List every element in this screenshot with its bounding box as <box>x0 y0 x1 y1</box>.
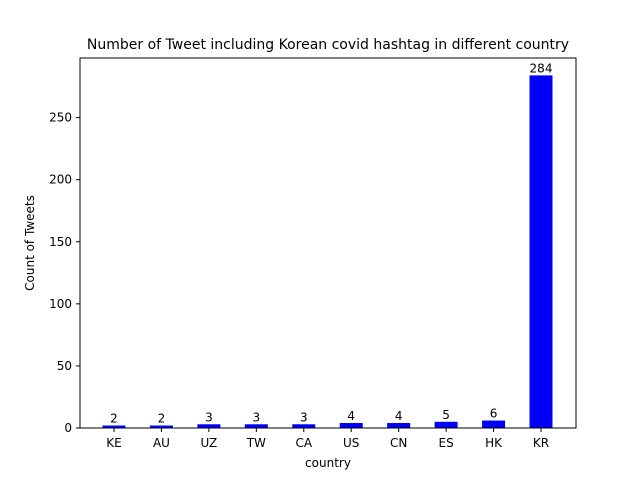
bar-ca <box>292 424 316 428</box>
data-labels-group: 2 2 3 3 3 4 4 5 6 284 <box>110 61 552 425</box>
y-tick-label-50: 50 <box>57 359 72 373</box>
data-label-au: 2 <box>158 412 166 426</box>
data-label-hk: 6 <box>490 407 498 421</box>
data-label-uz: 3 <box>205 410 213 424</box>
x-tick-label-au: AU <box>153 436 170 450</box>
bar-ke <box>102 425 126 428</box>
data-label-tw: 3 <box>253 410 261 424</box>
y-tick-label-0: 0 <box>64 421 72 435</box>
x-tick-label-cn: CN <box>390 436 407 450</box>
bar-cn <box>387 423 411 428</box>
x-tick-label-kr: KR <box>533 436 549 450</box>
bar-au <box>149 425 173 428</box>
chart-title: Number of Tweet including Korean covid h… <box>87 37 569 53</box>
data-label-kr: 284 <box>530 61 553 75</box>
x-tick-label-ke: KE <box>106 436 121 450</box>
bars-group <box>102 75 553 428</box>
y-tick-label-200: 200 <box>49 173 72 187</box>
x-tick-label-us: US <box>343 436 359 450</box>
x-tick-label-ca: CA <box>295 436 312 450</box>
bar-kr <box>529 75 553 428</box>
bar-tw <box>244 424 268 428</box>
x-tick-label-uz: UZ <box>200 436 217 450</box>
y-axis-ticks: 0 50 100 150 200 250 <box>49 111 80 435</box>
y-tick-label-150: 150 <box>49 235 72 249</box>
bar-us <box>339 423 363 428</box>
y-axis-label: Count of Tweets <box>23 195 37 291</box>
y-tick-label-100: 100 <box>49 297 72 311</box>
x-tick-label-es: ES <box>439 436 454 450</box>
bar-hk <box>482 420 506 428</box>
data-label-ke: 2 <box>110 412 118 426</box>
data-label-ca: 3 <box>300 410 308 424</box>
data-label-cn: 4 <box>395 409 403 423</box>
x-tick-label-tw: TW <box>246 436 266 450</box>
plot-frame <box>79 57 577 429</box>
bar-uz <box>197 424 221 428</box>
x-axis-ticks: KE AU UZ TW CA US CN ES HK KR <box>106 428 549 450</box>
bar-es <box>434 421 458 428</box>
x-axis-label: country <box>305 456 351 470</box>
data-label-us: 4 <box>347 409 355 423</box>
x-tick-label-hk: HK <box>485 436 503 450</box>
y-tick-label-250: 250 <box>49 111 72 125</box>
data-label-es: 5 <box>442 408 450 422</box>
